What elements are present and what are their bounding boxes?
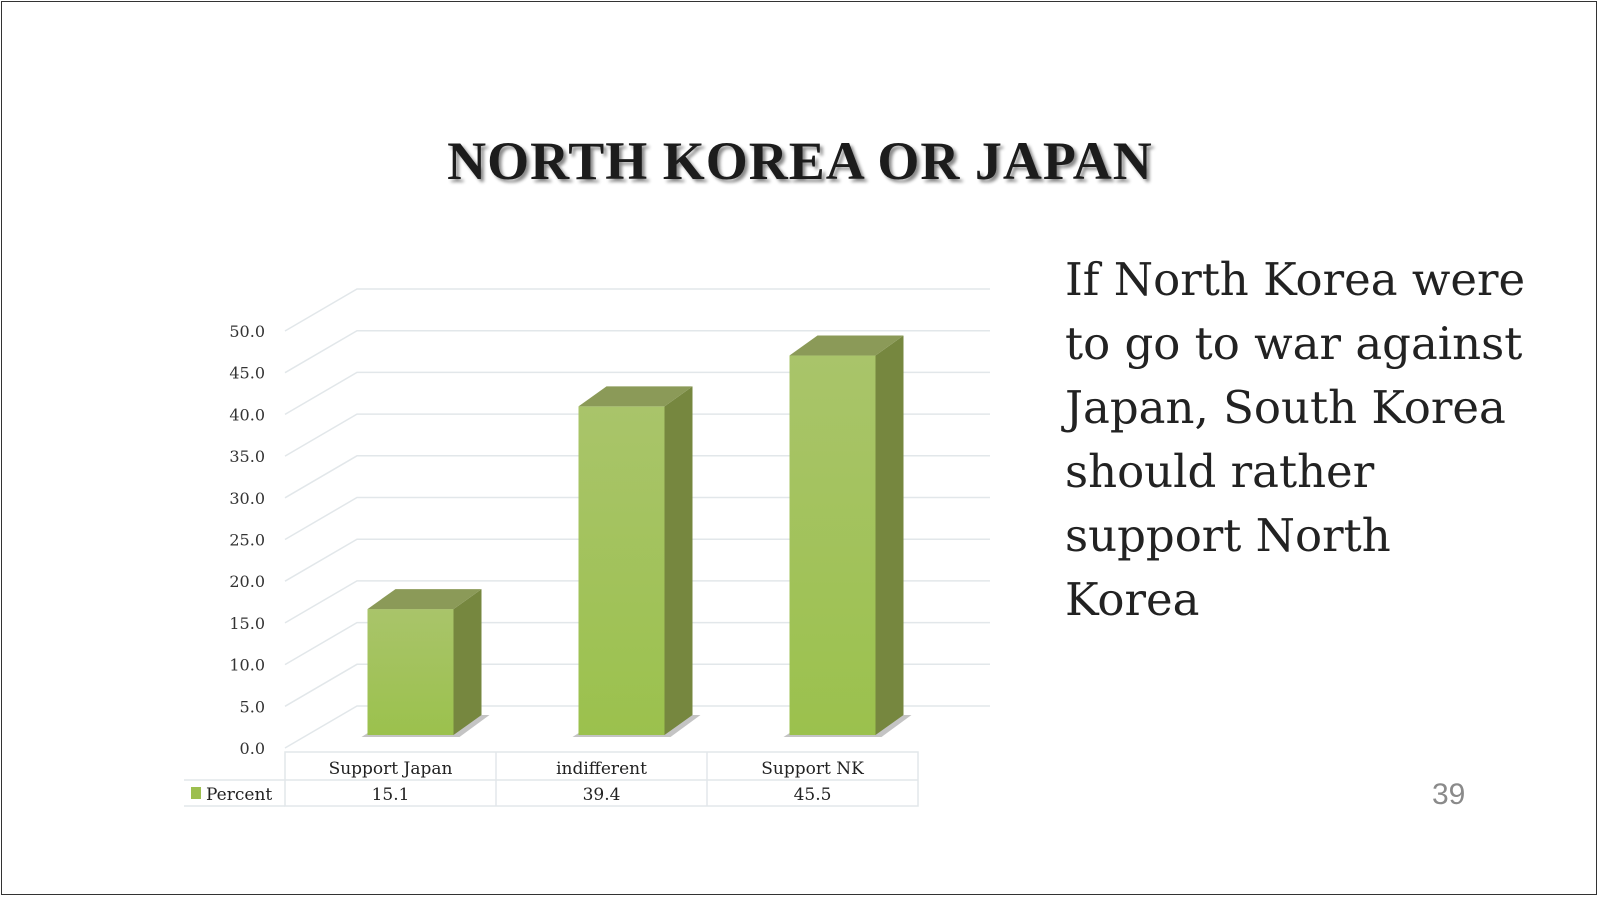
data-table-border: [284, 751, 919, 807]
bar-top: [367, 589, 482, 610]
category-label: indifferent: [556, 759, 647, 779]
bar-front: [578, 406, 665, 735]
slide-body-text: If North Korea were to go to war against…: [1065, 253, 1526, 626]
gridline: [284, 413, 990, 457]
bar-top: [578, 386, 693, 407]
gridline: [284, 663, 990, 707]
y-tick-label: 50.0: [229, 322, 265, 341]
gridline: [284, 705, 990, 749]
bar-top: [789, 335, 904, 356]
gridline: [284, 621, 990, 666]
gridline: [284, 371, 990, 416]
y-tick-label: 5.0: [240, 697, 265, 716]
bar-front: [789, 355, 876, 735]
gridline: [284, 455, 990, 499]
bar-front: [367, 609, 454, 735]
y-tick-label: 0.0: [240, 739, 265, 758]
bar-side: [875, 335, 904, 735]
bar-side: [664, 386, 693, 735]
category-label: Support NK: [761, 759, 864, 779]
gridline: [284, 288, 990, 332]
data-label: 15.1: [372, 785, 410, 805]
data-label: 45.5: [794, 785, 832, 805]
data-label: 39.4: [583, 785, 621, 805]
y-tick-label: 25.0: [229, 531, 265, 550]
gridline: [284, 329, 990, 374]
gridline: [284, 538, 990, 582]
y-tick-label: 20.0: [229, 572, 265, 591]
y-tick-label: 45.0: [229, 364, 265, 383]
legend-label: Percent: [206, 785, 272, 805]
gridline: [284, 496, 990, 541]
page-number: 39: [1432, 778, 1466, 811]
category-label: Support Japan: [329, 759, 453, 779]
legend-swatch: [191, 787, 201, 799]
y-tick-label: 40.0: [229, 405, 265, 424]
bar-side: [453, 589, 482, 735]
slide-title: NORTH KOREA OR JAPAN: [447, 131, 1153, 191]
y-tick-label: 30.0: [229, 489, 265, 508]
y-tick-label: 15.0: [229, 614, 265, 633]
y-tick-label: 35.0: [229, 447, 265, 466]
y-tick-label: 10.0: [229, 656, 265, 675]
gridline: [284, 580, 990, 624]
